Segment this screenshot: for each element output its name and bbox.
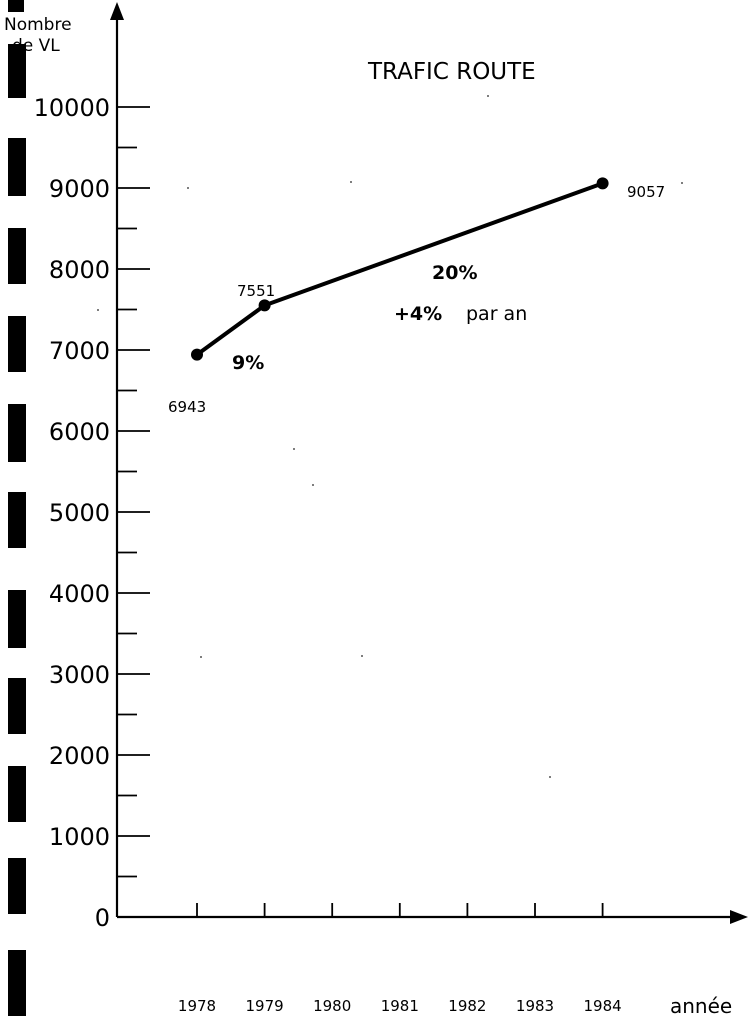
axes <box>110 2 748 924</box>
x-tick-label: 1981 <box>381 997 419 1015</box>
chart-title: TRAFIC ROUTE <box>367 59 536 85</box>
binding-marks <box>8 0 26 1016</box>
y-tick-label: 5000 <box>49 499 110 527</box>
y-tick-label: 1000 <box>49 823 110 851</box>
annotation-growth-1979-1984: 20% <box>432 262 477 284</box>
series-line <box>195 181 605 357</box>
x-axis-label: année <box>670 994 732 1018</box>
data-point-1978 <box>191 348 203 361</box>
x-tick-label: 1978 <box>178 997 216 1015</box>
y-tick-label: 10000 <box>34 94 110 122</box>
y-tick-label: 3000 <box>49 661 110 689</box>
x-tick-label: 1982 <box>448 997 486 1015</box>
value-label-1979: 7551 <box>237 282 275 300</box>
x-axis-arrow-icon <box>730 910 748 924</box>
x-tick-label: 1983 <box>516 997 554 1015</box>
y-axis-arrow-icon <box>110 2 124 20</box>
y-axis-label-line2: de VL <box>12 36 60 56</box>
y-tick-label: 8000 <box>49 256 110 284</box>
x-tick-label: 1984 <box>584 997 622 1015</box>
annotation-rate-unit: par an <box>466 303 527 325</box>
y-tick-label: 6000 <box>49 418 110 446</box>
annotation-growth-1978-1979: 9% <box>232 352 264 374</box>
y-tick-label: 2000 <box>49 742 110 770</box>
data-point-1984 <box>596 177 609 190</box>
x-tick-label: 1980 <box>313 997 351 1015</box>
value-label-1984: 9057 <box>627 183 665 201</box>
y-axis-label-line1: Nombre <box>4 15 72 35</box>
value-label-1978: 6943 <box>168 398 206 416</box>
y-tick-label: 9000 <box>49 175 110 203</box>
x-tick-label: 1979 <box>246 997 284 1015</box>
y-tick-label: 7000 <box>49 337 110 365</box>
annotation-rate-value: +4% <box>394 303 442 325</box>
data-point-1979 <box>258 299 271 312</box>
y-tick-label: 0 <box>95 904 110 932</box>
y-tick-label: 4000 <box>49 580 110 608</box>
scan-specks <box>97 95 683 778</box>
